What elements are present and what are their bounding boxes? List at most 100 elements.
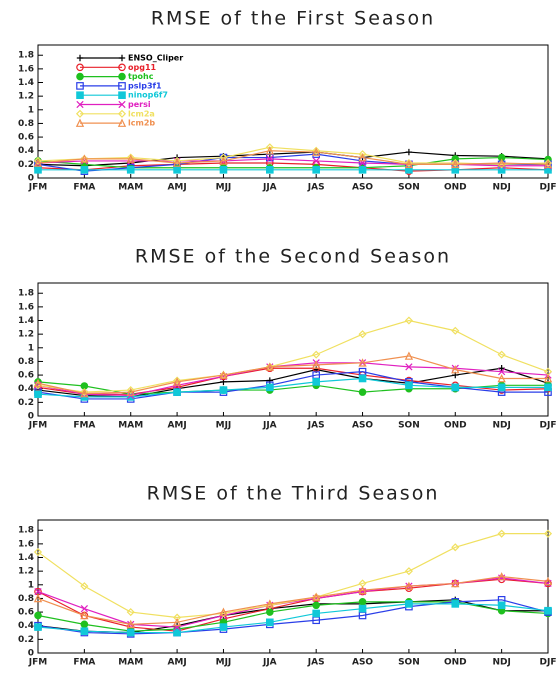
- x-tick-label: JJA: [262, 421, 277, 431]
- y-tick-label: 1.4: [18, 553, 34, 563]
- x-tick-label: SON: [398, 421, 420, 431]
- series-line: [37, 151, 549, 167]
- y-tick-label: 0.8: [18, 357, 34, 367]
- series-line: [37, 355, 548, 395]
- series-line: [37, 319, 549, 393]
- y-tick-label: 1.8: [18, 526, 34, 536]
- marker: [312, 157, 320, 165]
- marker: [76, 82, 84, 90]
- marker: [358, 152, 367, 162]
- marker: [358, 388, 367, 396]
- marker: [405, 600, 413, 608]
- marker: [497, 383, 506, 392]
- marker: [173, 628, 181, 637]
- marker: [312, 360, 321, 369]
- legend-label: lcm2b: [128, 119, 155, 128]
- marker: [76, 100, 84, 109]
- plot-frame: [37, 282, 549, 417]
- marker: [173, 166, 181, 174]
- marker: [451, 159, 460, 169]
- marker: [117, 109, 127, 118]
- marker: [544, 383, 552, 392]
- marker: [451, 543, 460, 552]
- marker: [404, 159, 414, 169]
- marker: [34, 166, 42, 174]
- marker: [33, 378, 43, 388]
- marker: [358, 374, 367, 383]
- marker: [173, 376, 182, 385]
- x-tick-label: AMJ: [167, 183, 186, 193]
- x-tick-label: FMA: [73, 658, 95, 668]
- marker: [497, 158, 506, 167]
- series-line: [37, 150, 549, 165]
- marker: [118, 72, 126, 81]
- y-tick-label: 0.2: [18, 635, 34, 645]
- marker: [126, 628, 135, 637]
- marker: [266, 618, 274, 627]
- marker: [126, 166, 135, 174]
- marker: [34, 587, 42, 596]
- marker: [126, 608, 135, 617]
- marker: [34, 623, 42, 631]
- marker: [544, 606, 552, 615]
- marker: [117, 118, 127, 127]
- marker: [126, 154, 135, 163]
- marker: [543, 529, 553, 538]
- y-tick-label: 1.8: [18, 289, 34, 299]
- marker: [543, 158, 553, 168]
- y-tick-label: 1: [28, 105, 34, 115]
- marker: [405, 363, 413, 371]
- marker: [497, 350, 506, 359]
- x-tick-label: NDJ: [492, 183, 510, 193]
- y-tick-label: 1.2: [18, 92, 34, 102]
- marker: [405, 381, 413, 390]
- series-line: [37, 367, 549, 395]
- y-tick-label: 1: [28, 580, 34, 590]
- marker: [312, 378, 320, 386]
- x-tick-label: JAS: [307, 658, 325, 668]
- marker: [76, 63, 84, 72]
- marker: [266, 166, 274, 174]
- series-line: [37, 599, 549, 635]
- x-tick-label: OND: [444, 183, 467, 193]
- y-tick-label: 1.6: [18, 302, 34, 312]
- legend-label: ENSO_Cliper: [128, 54, 183, 63]
- y-tick-label: 1.8: [18, 51, 34, 61]
- marker: [265, 146, 274, 155]
- marker: [118, 54, 126, 62]
- y-tick-label: 0: [28, 174, 34, 184]
- y-tick-label: 0.6: [18, 371, 34, 381]
- y-tick-label: 0.8: [18, 119, 34, 129]
- marker: [451, 158, 460, 168]
- marker: [80, 605, 88, 613]
- marker: [219, 386, 228, 394]
- x-tick-label: SON: [398, 183, 420, 193]
- marker: [80, 388, 89, 397]
- marker: [266, 608, 274, 616]
- y-tick-label: 0.2: [18, 160, 34, 170]
- marker: [266, 364, 274, 373]
- marker: [405, 148, 413, 156]
- marker: [126, 387, 135, 396]
- marker: [358, 358, 367, 367]
- marker: [312, 350, 321, 359]
- marker: [312, 146, 321, 155]
- marker: [312, 609, 320, 618]
- marker: [219, 156, 228, 165]
- marker: [266, 155, 274, 163]
- marker: [543, 576, 553, 586]
- x-tick-label: FMA: [73, 421, 95, 431]
- marker: [219, 607, 228, 616]
- marker: [76, 54, 84, 62]
- marker: [404, 567, 413, 576]
- x-tick-label: JAS: [307, 183, 325, 193]
- marker: [118, 82, 126, 90]
- x-tick-label: JFM: [28, 421, 47, 431]
- marker: [173, 613, 182, 622]
- y-tick-label: 1.4: [18, 78, 34, 88]
- plot-frame: [37, 44, 549, 179]
- series-line: [37, 601, 549, 632]
- marker: [404, 316, 413, 325]
- marker: [126, 386, 135, 395]
- marker: [451, 365, 460, 374]
